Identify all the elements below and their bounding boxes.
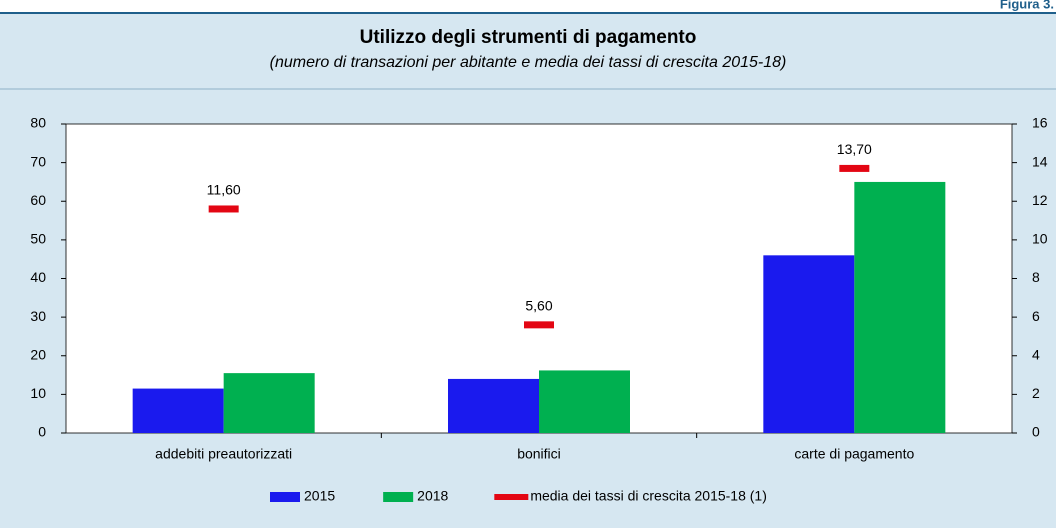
growth-marker — [524, 321, 554, 329]
y2-tick-label: 14 — [1032, 153, 1048, 169]
bar — [132, 388, 224, 433]
y-tick-label: 30 — [30, 308, 46, 324]
legend-label: 2015 — [304, 488, 335, 504]
growth-marker — [839, 164, 870, 172]
data-label: 11,60 — [207, 182, 241, 198]
y-tick-label: 20 — [30, 346, 46, 362]
legend-swatch — [494, 494, 529, 500]
y2-tick-label: 8 — [1032, 269, 1040, 285]
y-tick-label: 10 — [30, 385, 46, 401]
growth-marker — [208, 205, 239, 213]
legend-swatch — [270, 492, 300, 502]
y-tick-label: 40 — [30, 269, 46, 285]
chart-title: Utilizzo degli strumenti di pagamento — [360, 27, 697, 48]
bar — [448, 378, 539, 433]
data-label: 5,60 — [525, 298, 552, 314]
y-tick-label: 50 — [30, 231, 46, 247]
legend-label: 2018 — [417, 488, 448, 504]
bar — [539, 370, 630, 433]
y-tick-label: 70 — [30, 153, 46, 169]
y2-tick-label: 0 — [1032, 424, 1040, 440]
legend-label: media dei tassi di crescita 2015-18 (1) — [530, 488, 767, 504]
y-tick-label: 60 — [30, 192, 46, 208]
bar — [223, 373, 315, 433]
y2-tick-label: 16 — [1032, 115, 1048, 131]
y2-tick-label: 2 — [1032, 385, 1040, 401]
chart-subtitle: (numero di transazioni per abitante e me… — [270, 54, 787, 71]
y2-tick-label: 4 — [1032, 346, 1040, 362]
bar — [854, 181, 946, 433]
bar — [763, 255, 855, 433]
y2-tick-label: 10 — [1032, 231, 1048, 247]
x-tick-label: addebiti preautorizzati — [155, 446, 292, 462]
x-tick-label: bonifici — [517, 446, 561, 462]
y2-tick-label: 12 — [1032, 192, 1048, 208]
y-tick-label: 80 — [30, 115, 46, 131]
y2-tick-label: 6 — [1032, 308, 1040, 324]
x-tick-label: carte di pagamento — [794, 446, 914, 462]
figure-label: Figura 3. — [1000, 0, 1054, 11]
y-tick-label: 0 — [38, 424, 46, 440]
data-label: 13,70 — [837, 141, 872, 157]
legend-swatch — [383, 492, 414, 502]
